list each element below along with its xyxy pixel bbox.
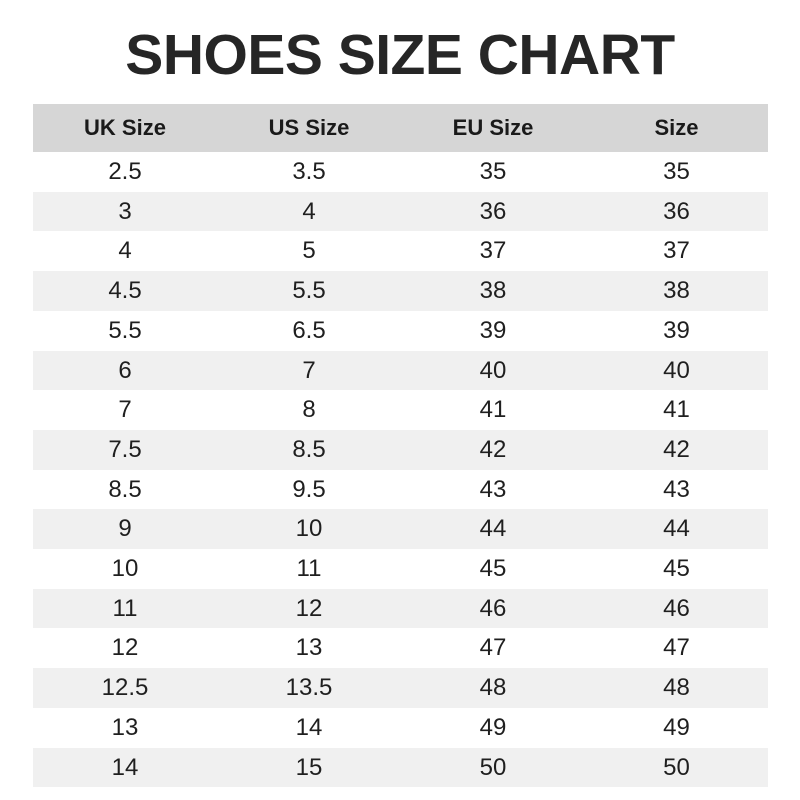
cell-eu-size: 45 xyxy=(401,549,585,589)
cell-uk-size: 8.5 xyxy=(33,469,217,510)
cell-eu-size: 41 xyxy=(401,390,585,430)
cell-us-size: 13.5 xyxy=(217,668,401,708)
cell-size: 47 xyxy=(585,628,768,669)
cell-us-size: 7 xyxy=(217,350,401,391)
cell-size: 48 xyxy=(585,668,768,708)
table-row: 10 11 45 45 xyxy=(33,549,768,589)
cell-uk-size: 5.5 xyxy=(33,310,217,351)
table-row: 12.5 13.5 48 48 xyxy=(33,668,768,708)
cell-size: 50 xyxy=(585,747,768,788)
table-header-row: UK Size US Size EU Size Size xyxy=(33,104,768,152)
cell-uk-size: 12 xyxy=(33,628,217,669)
cell-uk-size: 11 xyxy=(33,588,217,629)
table-row: 13 14 49 49 xyxy=(33,707,768,748)
table-row: 11 12 46 46 xyxy=(33,588,768,629)
cell-eu-size: 42 xyxy=(401,429,585,470)
table-row: 9 10 44 44 xyxy=(33,509,768,550)
table-row: 5.5 6.5 39 39 xyxy=(33,310,768,351)
cell-uk-size: 2.5 xyxy=(33,152,217,192)
cell-uk-size: 4 xyxy=(33,231,217,272)
cell-us-size: 8.5 xyxy=(217,429,401,470)
cell-uk-size: 3 xyxy=(33,191,217,232)
table-row: 4.5 5.5 38 38 xyxy=(33,271,768,311)
cell-eu-size: 48 xyxy=(401,668,585,708)
cell-size: 40 xyxy=(585,350,768,391)
cell-size: 38 xyxy=(585,271,768,311)
page-title: SHOES SIZE CHART xyxy=(125,23,675,87)
cell-size: 37 xyxy=(585,231,768,272)
cell-uk-size: 13 xyxy=(33,707,217,748)
cell-eu-size: 38 xyxy=(401,271,585,311)
table-row: 12 13 47 47 xyxy=(33,628,768,669)
cell-eu-size: 35 xyxy=(401,152,585,192)
cell-uk-size: 7.5 xyxy=(33,429,217,470)
cell-eu-size: 47 xyxy=(401,628,585,669)
table-row: 8.5 9.5 43 43 xyxy=(33,469,768,510)
cell-eu-size: 49 xyxy=(401,707,585,748)
cell-size: 41 xyxy=(585,390,768,430)
cell-eu-size: 44 xyxy=(401,509,585,550)
cell-us-size: 5.5 xyxy=(217,271,401,311)
cell-us-size: 8 xyxy=(217,390,401,430)
cell-eu-size: 39 xyxy=(401,310,585,351)
column-header-eu-size: EU Size xyxy=(401,104,585,152)
cell-size: 43 xyxy=(585,469,768,510)
cell-eu-size: 50 xyxy=(401,747,585,788)
cell-uk-size: 14 xyxy=(33,747,217,788)
table-row: 7 8 41 41 xyxy=(33,390,768,430)
shoe-size-table: UK Size US Size EU Size Size 2.5 3.5 35 35 3… xyxy=(33,104,768,788)
cell-eu-size: 43 xyxy=(401,469,585,510)
cell-us-size: 15 xyxy=(217,747,401,788)
cell-eu-size: 36 xyxy=(401,191,585,232)
cell-size: 42 xyxy=(585,429,768,470)
cell-size: 45 xyxy=(585,549,768,589)
cell-uk-size: 7 xyxy=(33,390,217,430)
cell-uk-size: 9 xyxy=(33,509,217,550)
cell-uk-size: 12.5 xyxy=(33,668,217,708)
cell-us-size: 9.5 xyxy=(217,469,401,510)
column-header-size: Size xyxy=(585,104,768,152)
cell-size: 49 xyxy=(585,707,768,748)
cell-size: 35 xyxy=(585,152,768,192)
cell-us-size: 10 xyxy=(217,509,401,550)
column-header-us-size: US Size xyxy=(217,104,401,152)
cell-us-size: 11 xyxy=(217,549,401,589)
cell-us-size: 12 xyxy=(217,588,401,629)
cell-us-size: 5 xyxy=(217,231,401,272)
cell-eu-size: 40 xyxy=(401,350,585,391)
table-row: 14 15 50 50 xyxy=(33,747,768,788)
cell-uk-size: 6 xyxy=(33,350,217,391)
cell-us-size: 14 xyxy=(217,707,401,748)
table-row: 3 4 36 36 xyxy=(33,191,768,232)
cell-size: 46 xyxy=(585,588,768,629)
cell-us-size: 4 xyxy=(217,191,401,232)
table-row: 7.5 8.5 42 42 xyxy=(33,429,768,470)
cell-eu-size: 37 xyxy=(401,231,585,272)
cell-us-size: 13 xyxy=(217,628,401,669)
cell-eu-size: 46 xyxy=(401,588,585,629)
table-row: 2.5 3.5 35 35 xyxy=(33,152,768,192)
cell-uk-size: 4.5 xyxy=(33,271,217,311)
cell-uk-size: 10 xyxy=(33,549,217,589)
table-body: 2.5 3.5 35 35 3 4 36 36 4 5 37 37 4.5 5.5 38 38 5.5 6.5 39… xyxy=(33,152,768,788)
table-row: 6 7 40 40 xyxy=(33,350,768,391)
table-row: 4 5 37 37 xyxy=(33,231,768,272)
column-header-uk-size: UK Size xyxy=(33,104,217,152)
cell-size: 36 xyxy=(585,191,768,232)
table-header: UK Size US Size EU Size Size xyxy=(33,104,768,152)
cell-us-size: 3.5 xyxy=(217,152,401,192)
cell-us-size: 6.5 xyxy=(217,310,401,351)
cell-size: 39 xyxy=(585,310,768,351)
cell-size: 44 xyxy=(585,509,768,550)
